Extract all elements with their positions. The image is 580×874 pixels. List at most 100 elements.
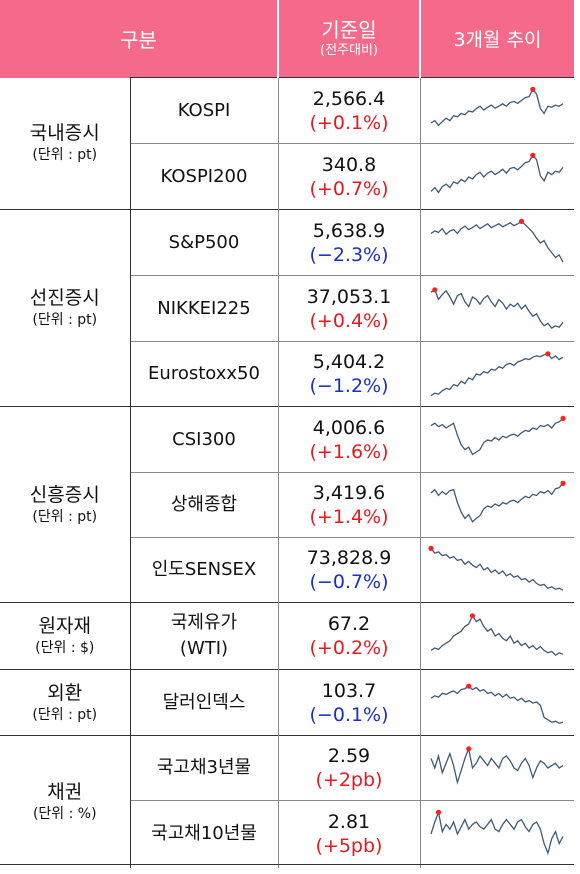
- trend-cell: [420, 537, 574, 603]
- sparkline-line: [430, 220, 564, 263]
- index-value: 103.7: [321, 679, 377, 702]
- table-row: 신흥증시 (단위 : pt) CSI300 4,006.6 (+1.6%): [0, 406, 574, 603]
- sparkline-peak-marker: [428, 545, 434, 551]
- index-name: 달러인덱스: [162, 691, 246, 713]
- index-name: Eurostoxx50: [148, 363, 260, 384]
- sparkline-peak-marker: [432, 286, 438, 292]
- sparkline-chart: [430, 480, 566, 523]
- index-name: S&P500: [168, 231, 240, 253]
- group-cell: 외환 (단위 : pt): [0, 669, 131, 736]
- sparkline-peak-marker: [470, 613, 476, 619]
- group-unit: (단위 : $): [35, 640, 95, 656]
- value-cell: 2,566.4 (+0.1%): [278, 77, 421, 144]
- index-value: 37,053.1: [306, 285, 392, 308]
- index-value: 2.59: [327, 745, 371, 767]
- sparkline-chart: [428, 545, 564, 591]
- value-cell: 2.59 (+2pb): [278, 735, 421, 801]
- trend-cell: [420, 341, 574, 407]
- weekly-change: (+0.1%): [309, 111, 389, 134]
- trend-cell: [420, 602, 574, 670]
- index-name-cell: 국고채3년물: [130, 735, 279, 801]
- trend-cell: [420, 735, 574, 801]
- index-name-cell: KOSPI200: [130, 143, 279, 210]
- index-name-cell: 국고채10년물: [130, 800, 279, 868]
- weekly-change: (+0.4%): [309, 309, 389, 332]
- index-name-cell: 인도SENSEX: [130, 537, 279, 603]
- table-row: 외환 (단위 : pt) 달러인덱스 103.7 (−0.1%): [0, 669, 574, 736]
- trend-cell: [420, 77, 574, 144]
- group-name: 채권: [47, 780, 83, 803]
- sparkline-peak-marker: [560, 415, 566, 421]
- index-name: 국고채10년물: [151, 823, 257, 845]
- index-value: 67.2: [327, 613, 371, 635]
- index-name: KOSPI: [177, 99, 231, 121]
- sparkline-peak-marker: [530, 152, 536, 158]
- table-row: 원자재 (단위 : $) 국제유가 (WTI) 67.2 (+0.2%): [0, 602, 574, 670]
- sparkline-peak-marker: [560, 480, 566, 486]
- group-cell: 선진증시 (단위 : pt): [0, 209, 131, 407]
- group-cell: 신흥증시 (단위 : pt): [0, 406, 131, 603]
- table-row: 국고채10년물 2.81 (+5pb): [0, 800, 574, 868]
- value-cell: 103.7 (−0.1%): [278, 669, 421, 736]
- index-name-cell: 국제유가 (WTI): [130, 602, 279, 670]
- index-value: 3,419.6: [312, 482, 386, 504]
- sparkline-line: [430, 288, 564, 329]
- group-unit: (단위 : pt): [32, 147, 98, 164]
- weekly-change: (−0.1%): [309, 703, 389, 726]
- value-cell: 2.81 (+5pb): [278, 800, 421, 868]
- index-value: 5,638.9: [312, 219, 386, 242]
- sparkline-line: [430, 614, 564, 657]
- index-name-cell: CSI300: [130, 406, 279, 473]
- sparkline-chart: [430, 152, 564, 194]
- header-base-date-sub: (전주대비): [320, 42, 378, 58]
- index-name: 국제유가: [170, 612, 238, 633]
- index-name: 국고채3년물: [156, 757, 252, 778]
- value-cell: 67.2 (+0.2%): [278, 602, 421, 670]
- sparkline-peak-marker: [466, 683, 472, 689]
- table-body: 국내증시 (단위 : pt) KOSPI 2,566.4 (+0.1%) KOSPI200…: [0, 77, 574, 868]
- trend-cell: [420, 275, 574, 342]
- sparkline-chart: [430, 746, 564, 785]
- value-cell: 5,404.2 (−1.2%): [278, 341, 421, 407]
- sparkline-chart: [430, 86, 564, 126]
- index-name-cell: KOSPI: [130, 77, 279, 144]
- table-bottom-border: [0, 864, 574, 865]
- sparkline-peak-marker: [436, 810, 442, 816]
- sparkline-line: [430, 746, 564, 785]
- weekly-change: (−1.2%): [309, 375, 389, 397]
- value-cell: 340.8 (+0.7%): [278, 143, 421, 210]
- index-value: 5,404.2: [312, 351, 386, 373]
- value-cell: 37,053.1 (+0.4%): [278, 275, 421, 342]
- index-value: 73,828.9: [306, 547, 392, 569]
- trend-cell: [420, 472, 574, 538]
- sparkline-chart: [430, 351, 564, 397]
- weekly-change: (+5pb): [315, 835, 383, 858]
- index-value: 2,566.4: [312, 87, 386, 110]
- value-cell: 3,419.6 (+1.4%): [278, 472, 421, 538]
- group-cell: 채권 (단위 : %): [0, 735, 131, 868]
- value-cell: 5,638.9 (−2.3%): [278, 209, 421, 276]
- group-unit: (단위 : pt): [32, 706, 98, 723]
- header-base-date: 기준일 (전주대비): [277, 0, 420, 78]
- index-name-cell: NIKKEI225: [130, 275, 279, 342]
- trend-cell: [420, 143, 574, 210]
- sparkline-line: [430, 87, 564, 126]
- table-row: NIKKEI225 37,053.1 (+0.4%): [0, 275, 574, 342]
- sparkline-chart: [430, 286, 564, 329]
- group-name: 외환: [47, 681, 83, 704]
- table-row: 상해종합 3,419.6 (+1.4%): [0, 472, 574, 538]
- sparkline-line: [430, 684, 564, 724]
- group-cell: 국내증시 (단위 : pt): [0, 77, 131, 210]
- index-name: CSI300: [172, 428, 236, 450]
- group-name: 신흥증시: [29, 483, 100, 506]
- sparkline-chart: [430, 810, 564, 856]
- sparkline-line: [430, 810, 564, 856]
- header-base-date-title: 기준일: [321, 17, 377, 42]
- index-value: 340.8: [321, 153, 377, 176]
- table-row: 인도SENSEX 73,828.9 (−0.7%): [0, 537, 574, 603]
- sparkline-peak-marker: [466, 746, 472, 752]
- sparkline-line: [430, 547, 564, 591]
- sparkline-line: [430, 153, 564, 194]
- table-header-row: 구분 기준일 (전주대비) 3개월 추이: [0, 0, 574, 78]
